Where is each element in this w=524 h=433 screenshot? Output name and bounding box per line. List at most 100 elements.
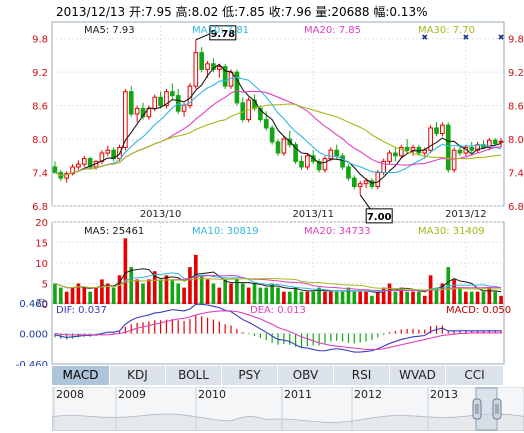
tab-macd[interactable]: MACD [52, 366, 110, 385]
price-tick-right: 7.4 [508, 169, 524, 180]
high-callout-box [209, 25, 237, 41]
candle-body [422, 149, 428, 154]
volume-bar [129, 267, 134, 304]
price-tick-left: 8.0 [32, 135, 48, 146]
volume-bar [317, 287, 321, 304]
volume-bar [475, 291, 480, 304]
dea-line [54, 310, 502, 350]
high-callout-line [195, 33, 211, 41]
volume-bar [111, 287, 116, 304]
candle-body [498, 140, 504, 143]
volume-tick: 20 [35, 218, 48, 229]
candle-body [363, 180, 369, 185]
volume-bar [393, 291, 398, 304]
volume-bar [182, 287, 186, 304]
tab-kdj[interactable]: KDJ [110, 366, 166, 385]
history-navigator[interactable]: 2008 2009 2010 2011 2012 2013 [52, 387, 524, 431]
volume-bar [58, 287, 63, 304]
volume-bar [411, 291, 415, 304]
navigator-right-handle[interactable] [492, 398, 502, 420]
dea-label: DEA: 0.013 [250, 305, 306, 316]
ma10-line [54, 76, 502, 176]
volume-bar [188, 267, 192, 304]
volume-bar [141, 283, 145, 304]
volume-bar [493, 291, 498, 304]
low-callout-label: 7.00 [367, 212, 392, 223]
candle-body [375, 172, 381, 187]
date-tick: 2013/10 [140, 209, 182, 220]
event-marker-icon: ✖ [421, 33, 428, 42]
price-panel [51, 21, 505, 207]
volume-bar [364, 291, 368, 304]
candle-body [152, 96, 158, 109]
candle-body [205, 63, 210, 70]
volume-bar [293, 287, 298, 304]
price-ma30-label: MA30: 7.70 [418, 25, 476, 36]
volume-bar [346, 287, 351, 304]
date-tick: 2013/12 [445, 209, 487, 220]
candle-body [404, 146, 410, 151]
volume-bar [405, 291, 409, 304]
price-tick-left: 9.2 [32, 68, 48, 79]
volume-bar [358, 291, 363, 304]
tab-obv[interactable]: OBV [278, 366, 334, 385]
volume-bar [205, 279, 210, 304]
volume-bar [158, 279, 163, 304]
quote-header: 2013/12/13 开:7.95 高:8.02 低:7.85 收:7.96 量… [56, 5, 428, 19]
candle-body [64, 173, 69, 179]
price-tick-right: 6.8 [508, 202, 524, 213]
chart-svg[interactable]: 9.8 9.8 9.2 9.2 8.6 8.6 8.0 8.0 7.4 7.4 6.8 6.8 2013… [0, 0, 524, 366]
macd-tick: -0.460 [16, 360, 48, 366]
candle-body [222, 66, 228, 87]
candle-body [410, 146, 416, 151]
tab-cci[interactable]: CCI [446, 366, 504, 385]
volume-bar [282, 291, 286, 304]
candle-body [258, 107, 263, 121]
candle-body [387, 152, 392, 162]
candle-body [199, 52, 205, 70]
volume-bar [387, 283, 392, 304]
price-tick-left: 7.4 [32, 169, 48, 180]
candle-body [193, 52, 199, 87]
navigator-year-label: 2013 [430, 388, 458, 401]
macd-tick: 0.460 [19, 299, 48, 310]
volume-bar [469, 291, 474, 304]
candle-body [134, 107, 140, 115]
volume-bar [399, 287, 404, 304]
tab-boll[interactable]: BOLL [166, 366, 222, 385]
price-ma20-label: MA20: 7.85 [304, 25, 362, 36]
volume-bar [270, 283, 274, 304]
volume-tick: 10 [35, 259, 48, 270]
volume-bar [299, 291, 304, 304]
volume-bar [94, 287, 98, 304]
volume-bar [223, 279, 227, 304]
volume-bar [287, 291, 292, 304]
tab-wvad[interactable]: WVAD [390, 366, 446, 385]
volume-bar [252, 283, 257, 304]
candle-body [322, 158, 328, 171]
volume-bar [458, 287, 462, 304]
candle-body [457, 149, 463, 154]
volume-ma5-label: MA5: 25461 [84, 226, 145, 237]
navigator-left-handle[interactable] [472, 398, 482, 420]
volume-bar [370, 295, 374, 304]
candle-body [393, 152, 398, 157]
volume-bar [487, 287, 492, 304]
macd-label: MACD: 0.050 [446, 305, 512, 316]
volume-bar [229, 283, 233, 304]
volume-bar [105, 283, 110, 304]
event-marker-icon: ✖ [498, 33, 505, 42]
dif-label: DIF: 0.037 [56, 305, 107, 316]
dif-line [54, 303, 502, 353]
candle-body [281, 138, 287, 154]
tab-rsi[interactable]: RSI [334, 366, 390, 385]
volume-bar [276, 287, 280, 304]
price-tick-right: 8.6 [508, 102, 524, 113]
volume-bar [381, 287, 386, 304]
navigator-year-label: 2012 [354, 388, 382, 401]
candle-body [234, 71, 240, 104]
tab-psy[interactable]: PSY [222, 366, 278, 385]
volume-bar [434, 287, 439, 304]
volume-bar [323, 291, 327, 304]
volume-bar [464, 291, 468, 304]
